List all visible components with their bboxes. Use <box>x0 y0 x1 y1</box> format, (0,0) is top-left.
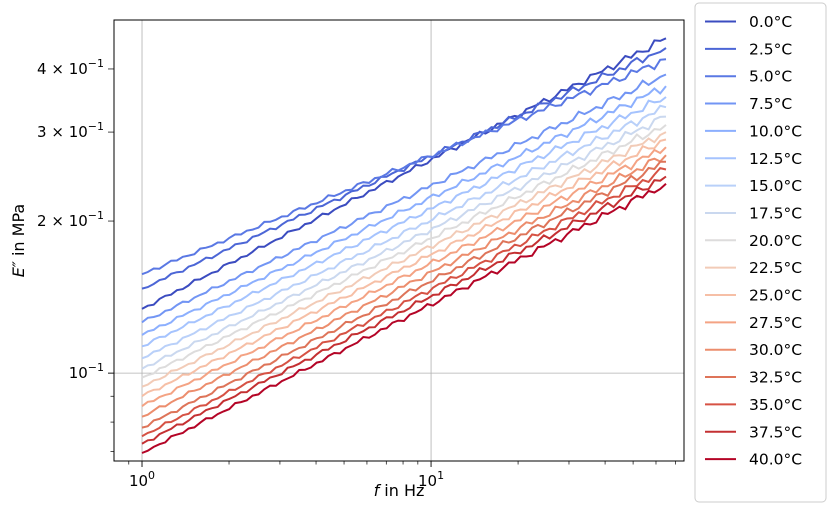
legend-label: 30.0°C <box>749 341 802 359</box>
legend-label: 35.0°C <box>749 396 802 414</box>
series-line-32.5°C <box>141 160 667 429</box>
y-tick-label: 10−1 <box>69 361 104 382</box>
series-line-35.0°C <box>141 166 667 438</box>
series-line-2.5°C <box>141 47 667 290</box>
series-line-30.0°C <box>141 154 667 418</box>
legend-label: 2.5°C <box>749 40 792 58</box>
series-line-12.5°C <box>141 96 667 348</box>
x-axis-label-var: f <box>374 481 382 500</box>
legend-label: 0.0°C <box>749 13 792 31</box>
series-line-7.5°C <box>141 73 667 324</box>
legend-label: 22.5°C <box>749 259 802 277</box>
series-line-25.0°C <box>141 138 667 398</box>
legend-label: 25.0°C <box>749 287 802 305</box>
series-line-40.0°C <box>141 183 667 454</box>
legend-label: 27.5°C <box>749 314 802 332</box>
legend-label: 12.5°C <box>749 150 802 168</box>
tick-layer: 100 101 10−1 2 × 10−1 3 × 10−1 4 × 10−1 <box>37 57 676 490</box>
x-tick-label: 101 <box>418 469 444 490</box>
y-axis-label-unit: in MPa <box>9 204 28 261</box>
y-axis-label: E″ in MPa <box>9 204 28 277</box>
series-line-5.0°C <box>141 58 667 276</box>
legend-label: 7.5°C <box>749 95 792 113</box>
legend-label: 15.0°C <box>749 177 802 195</box>
legend-label: 5.0°C <box>749 68 792 86</box>
y-tick-label: 2 × 10−1 <box>37 209 104 230</box>
series-line-22.5°C <box>141 131 667 388</box>
plot-frame <box>113 19 685 462</box>
legend-label: 17.5°C <box>749 204 802 222</box>
x-axis-label-unit: in Hz <box>379 481 424 500</box>
x-tick-label: 100 <box>129 469 155 490</box>
series-line-10.0°C <box>141 85 667 336</box>
legend-label: 32.5°C <box>749 369 802 387</box>
series-layer <box>141 37 667 454</box>
y-axis-label-var: E″ <box>9 261 28 277</box>
legend: 0.0°C 2.5°C 5.0°C 7.5°C 10.0°C 12.5°C 15.0°C 17… <box>694 2 827 503</box>
legend-label: 10.0°C <box>749 122 802 140</box>
series-line-37.5°C <box>141 175 667 445</box>
legend-label: 20.0°C <box>749 232 802 250</box>
axis-label-layer: f in Hz E″ in MPa <box>9 204 424 500</box>
legend-label: 40.0°C <box>749 451 802 469</box>
legend-label: 37.5°C <box>749 423 802 441</box>
series-line-17.5°C <box>141 115 667 370</box>
series-line-0.0°C <box>141 37 667 310</box>
y-tick-label: 3 × 10−1 <box>37 120 104 141</box>
series-line-20.0°C <box>141 124 667 379</box>
x-axis-label: f in Hz <box>374 481 425 500</box>
series-line-27.5°C <box>141 146 667 407</box>
series-line-15.0°C <box>141 104 667 360</box>
y-tick-label: 4 × 10−1 <box>37 57 104 78</box>
